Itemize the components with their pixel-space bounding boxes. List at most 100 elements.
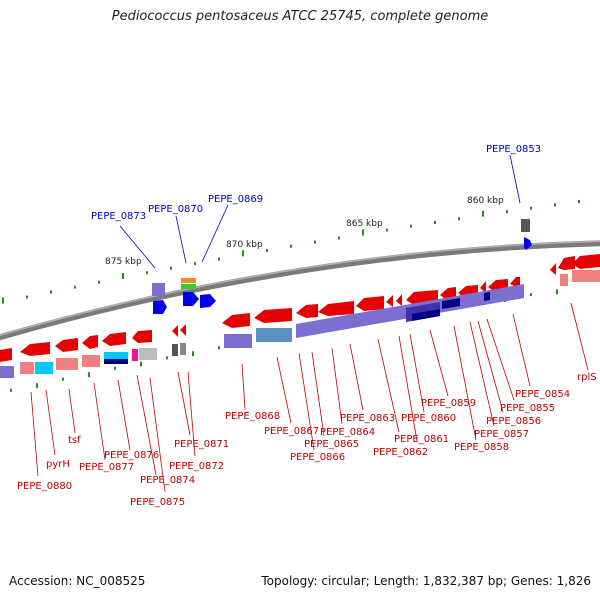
map-title: Pediococcus pentosaceus ATCC 25745, comp… <box>111 9 489 24</box>
scale-tick <box>314 240 316 244</box>
gene-arrow[interactable] <box>172 325 178 337</box>
gene-label-pepe-0863[interactable]: PEPE_0863 <box>340 413 395 424</box>
scale-tick <box>362 229 364 236</box>
gene-arrow[interactable] <box>20 342 50 356</box>
gene-label-pepe-0867[interactable]: PEPE_0867 <box>264 426 319 437</box>
gene-arrow[interactable] <box>318 301 354 316</box>
gene-arrow[interactable] <box>480 281 486 293</box>
gene-arrow[interactable] <box>550 263 556 275</box>
scale-tick <box>2 297 4 304</box>
accession-text: Accession: NC_008525 <box>9 574 146 588</box>
scale-tick <box>74 285 76 289</box>
gene-label-pepe-0868[interactable]: PEPE_0868 <box>225 411 280 422</box>
gene-label-pepe-0860[interactable]: PEPE_0860 <box>401 413 456 424</box>
gene-label-tsf[interactable]: tsf <box>68 435 81 446</box>
scale-label-870: 870 kbp <box>226 240 263 250</box>
scale-tick <box>122 272 124 279</box>
scale-tick-marks <box>2 199 580 304</box>
inner-tick <box>10 388 12 392</box>
scale-tick <box>170 266 172 270</box>
gene-label-rpls[interactable]: rplS <box>577 372 597 383</box>
scale-tick <box>578 199 580 203</box>
gene-arrow[interactable] <box>102 332 126 346</box>
gene-arrow[interactable] <box>356 296 384 311</box>
gene-label-pepe-0874[interactable]: PEPE_0874 <box>140 475 195 486</box>
gene-arrow[interactable] <box>572 254 600 269</box>
gene-arrow[interactable] <box>0 348 12 362</box>
scale-tick <box>386 228 388 232</box>
inner-tick <box>530 293 532 297</box>
scale-tick <box>458 217 460 221</box>
gene-label-pepe-0880[interactable]: PEPE_0880 <box>17 481 72 492</box>
gene-label-pepe-0854[interactable]: PEPE_0854 <box>515 389 570 400</box>
gene-arrow[interactable] <box>386 295 393 307</box>
gene-label-pyrh[interactable]: pyrH <box>46 459 70 470</box>
gene-label-pepe-0876[interactable]: PEPE_0876 <box>104 450 159 461</box>
gene-label-pepe-0856[interactable]: PEPE_0856 <box>486 416 541 427</box>
gene-label-pepe-0872[interactable]: PEPE_0872 <box>169 461 224 472</box>
inner-tick <box>88 372 90 378</box>
gene-label-pepe-0853[interactable]: PEPE_0853 <box>486 144 541 155</box>
gene-arrow[interactable] <box>396 294 402 306</box>
gene-label-pepe-0862[interactable]: PEPE_0862 <box>373 447 428 458</box>
gene-arrow[interactable] <box>82 335 98 349</box>
gene-arrow[interactable] <box>153 300 167 314</box>
scale-tick <box>98 280 100 284</box>
gene-label-pepe-0866[interactable]: PEPE_0866 <box>290 452 345 463</box>
scale-label-865: 865 kbp <box>346 219 383 229</box>
scale-label-875: 875 kbp <box>105 257 142 267</box>
gene-label-pepe-0858[interactable]: PEPE_0858 <box>454 442 509 453</box>
scale-tick <box>218 257 220 261</box>
gene-arrow[interactable] <box>55 338 78 352</box>
inner-tick <box>62 377 64 381</box>
scale-tick <box>338 236 340 240</box>
gene-label-pepe-0861[interactable]: PEPE_0861 <box>394 434 449 445</box>
scale-tick <box>482 210 484 217</box>
scale-tick <box>290 244 292 248</box>
gene-label-pepe-0865[interactable]: PEPE_0865 <box>304 439 359 450</box>
cog-bars <box>0 270 600 378</box>
scale-label-860: 860 kbp <box>467 196 504 206</box>
gene-arrow[interactable] <box>180 324 186 336</box>
inner-tick <box>36 383 38 389</box>
scale-tick <box>554 203 556 207</box>
gene-arrow[interactable] <box>132 330 152 343</box>
gene-label-pepe-0875[interactable]: PEPE_0875 <box>130 497 185 508</box>
scale-tick <box>410 224 412 228</box>
scale-tick <box>26 295 28 299</box>
inner-tick <box>166 356 168 360</box>
inner-tick <box>140 361 142 367</box>
scale-tick <box>146 271 148 275</box>
gene-arrow[interactable] <box>524 237 532 250</box>
gene-label-pepe-0859[interactable]: PEPE_0859 <box>421 398 476 409</box>
gene-label-pepe-0871[interactable]: PEPE_0871 <box>174 439 229 450</box>
gene-arrow[interactable] <box>222 313 250 328</box>
inner-tick <box>192 351 194 357</box>
scale-tick <box>434 220 436 224</box>
gene-label-pepe-0857[interactable]: PEPE_0857 <box>474 429 529 440</box>
gene-label-pepe-0870[interactable]: PEPE_0870 <box>148 204 203 215</box>
gene-arrow[interactable] <box>558 256 575 270</box>
leader-lines <box>30 154 589 493</box>
inner-tick <box>556 289 558 295</box>
scale-tick <box>194 262 196 266</box>
scale-tick <box>530 206 532 210</box>
scale-tick <box>266 248 268 252</box>
gene-label-pepe-0864[interactable]: PEPE_0864 <box>320 427 375 438</box>
gene-arrow[interactable] <box>200 294 216 308</box>
inner-tick <box>218 346 220 350</box>
inner-tick <box>114 366 116 370</box>
genome-backbone <box>0 240 600 341</box>
scale-tick <box>50 290 52 294</box>
gene-label-pepe-0869[interactable]: PEPE_0869 <box>208 194 263 205</box>
scale-tick <box>242 250 244 257</box>
gene-arrow[interactable] <box>183 292 199 306</box>
gene-arrow[interactable] <box>296 304 318 318</box>
gene-label-pepe-0855[interactable]: PEPE_0855 <box>500 403 555 414</box>
scale-tick <box>506 210 508 214</box>
gene-label-pepe-0873[interactable]: PEPE_0873 <box>91 211 146 222</box>
gene-arrow[interactable] <box>254 308 292 323</box>
genome-backbone-highlight <box>0 240 600 336</box>
gene-label-pepe-0877[interactable]: PEPE_0877 <box>79 462 134 473</box>
